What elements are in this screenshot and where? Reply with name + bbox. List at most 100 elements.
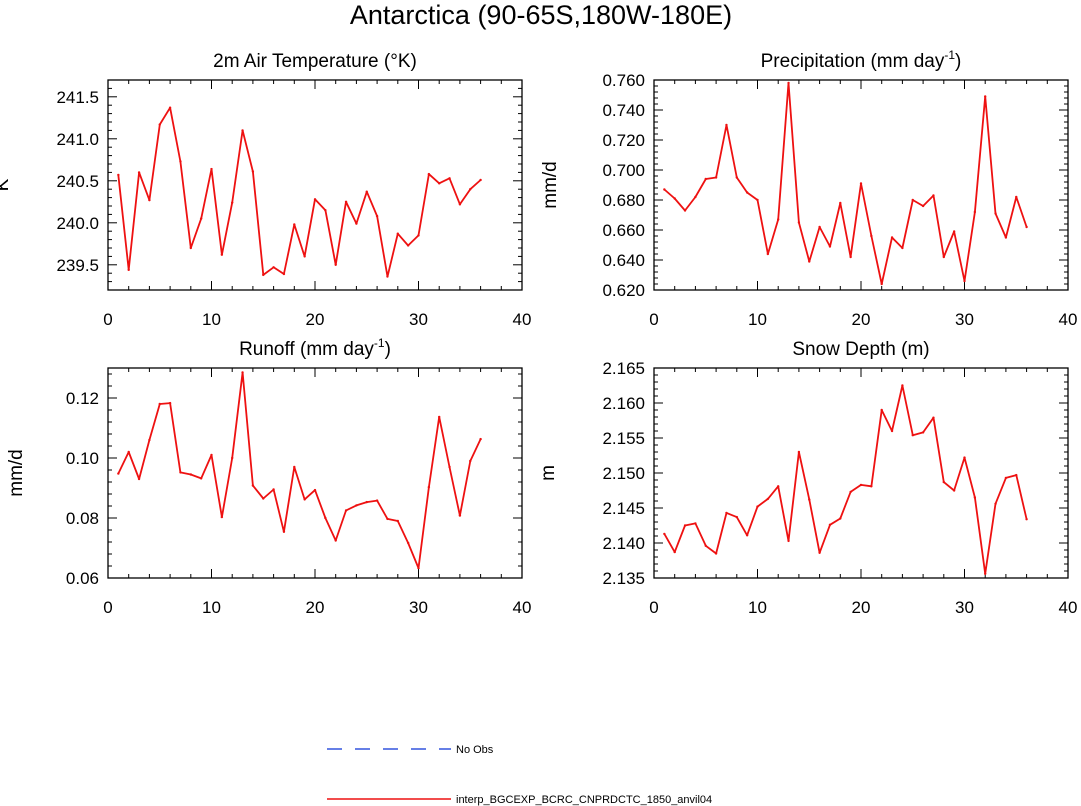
y-tick-label: 2.150 xyxy=(602,464,645,483)
x-tick-label: 40 xyxy=(513,310,532,329)
data-point xyxy=(448,465,451,469)
panel-title-name: Snow Depth xyxy=(792,339,896,360)
y-tick-label: 241.5 xyxy=(56,88,99,107)
data-point xyxy=(766,252,770,256)
legend-label: interp_BGCEXP_BCRC_CNPRDCTC_1850_anvil04 xyxy=(456,794,712,806)
data-point xyxy=(828,523,832,526)
data-point xyxy=(117,472,120,475)
data-point xyxy=(293,223,296,226)
y-tick-label: 240.0 xyxy=(56,214,99,233)
data-point xyxy=(932,194,935,197)
data-point xyxy=(1004,476,1008,480)
data-point xyxy=(663,188,666,191)
panel-title-unit: (mm day xyxy=(300,339,374,360)
chart-panel-3: Runoff (mm day-1) mm/d 0 10 20 30 40 0.06 0.08 0.… xyxy=(6,336,531,617)
figure-title: Antarctica (90-65S,180W-180E) xyxy=(350,0,732,30)
data-point xyxy=(375,499,379,502)
data-point xyxy=(952,489,956,492)
data-point xyxy=(210,453,213,457)
data-point xyxy=(355,222,358,225)
panel-title-unit: (mm day xyxy=(870,51,944,72)
data-point xyxy=(199,477,203,480)
data-point xyxy=(396,519,399,523)
data-point xyxy=(386,517,389,521)
x-tick-label: 0 xyxy=(649,310,658,329)
data-point xyxy=(921,431,925,434)
data-point xyxy=(127,268,130,272)
y-tick-label: 0.760 xyxy=(602,71,645,90)
data-point xyxy=(458,203,462,206)
x-tick-label: 20 xyxy=(852,598,871,617)
chart-panel-4: Snow Depth (m) m 0 10 20 30 40 2.135 2.140 2.145 2… xyxy=(538,339,1077,617)
data-point xyxy=(1015,195,1018,199)
data-point xyxy=(272,266,275,269)
x-tick-label: 30 xyxy=(955,598,974,617)
data-point xyxy=(282,530,286,533)
data-point xyxy=(984,572,987,575)
data-point xyxy=(438,182,441,185)
y-tick-label: 240.5 xyxy=(56,172,99,191)
data-point xyxy=(828,245,832,248)
data-point xyxy=(355,504,358,507)
data-point xyxy=(417,566,420,570)
data-point xyxy=(787,539,790,543)
data-point xyxy=(745,534,749,537)
data-point xyxy=(344,509,348,512)
data-point xyxy=(148,198,151,202)
series-line-1 xyxy=(117,106,482,278)
y-tick-label: 0.640 xyxy=(602,251,645,270)
data-point xyxy=(324,209,327,212)
data-point xyxy=(189,246,192,250)
plot-frame xyxy=(653,367,1069,579)
data-point xyxy=(179,160,182,163)
data-point xyxy=(849,255,852,259)
panel-title-close: ) xyxy=(955,51,961,72)
data-point xyxy=(303,498,306,501)
data-point xyxy=(334,539,337,542)
data-point xyxy=(168,106,172,109)
x-tick-label: 0 xyxy=(103,310,112,329)
x-tick-label: 20 xyxy=(306,598,325,617)
y-tick-label: 0.680 xyxy=(602,191,645,210)
panel-title: Runoff (mm day-1) xyxy=(239,336,391,360)
y-tick-label: 0.620 xyxy=(602,281,645,300)
panel-title-superscript: -1 xyxy=(944,48,955,62)
data-point xyxy=(984,95,987,98)
legend: No Obs interp_BGCEXP_BCRC_CNPRDCTC_1850_a… xyxy=(327,744,712,806)
x-tick-label: 40 xyxy=(1059,598,1078,617)
x-tick-label: 0 xyxy=(103,598,112,617)
panel-title: Snow Depth (m) xyxy=(792,339,929,360)
y-tick-label: 2.135 xyxy=(602,569,645,588)
data-point xyxy=(797,450,801,454)
data-point xyxy=(303,255,306,258)
data-point xyxy=(438,415,441,419)
data-point xyxy=(117,173,120,177)
data-point xyxy=(158,123,161,126)
data-point xyxy=(344,200,348,203)
data-point xyxy=(859,182,863,185)
data-point xyxy=(324,516,327,520)
data-point xyxy=(189,473,192,476)
y-axis-label: mm/d xyxy=(6,449,27,497)
panel-title-superscript: -1 xyxy=(374,336,385,350)
data-point xyxy=(313,198,317,201)
data-point xyxy=(1025,225,1028,229)
data-point xyxy=(199,217,203,220)
data-point xyxy=(911,198,914,202)
y-tick-label: 239.5 xyxy=(56,256,99,275)
plot-frame xyxy=(107,367,523,579)
data-point xyxy=(994,212,997,215)
data-point xyxy=(137,171,141,174)
data-point xyxy=(137,477,141,481)
y-tick-label: 0.06 xyxy=(66,569,99,588)
y-tick-label: 0.700 xyxy=(602,161,645,180)
data-point xyxy=(427,172,431,176)
data-point xyxy=(282,272,286,276)
data-point xyxy=(808,498,811,501)
data-point xyxy=(1015,473,1018,477)
data-point xyxy=(469,188,472,191)
data-point xyxy=(448,177,451,180)
data-point xyxy=(293,465,296,469)
data-point xyxy=(870,234,873,238)
